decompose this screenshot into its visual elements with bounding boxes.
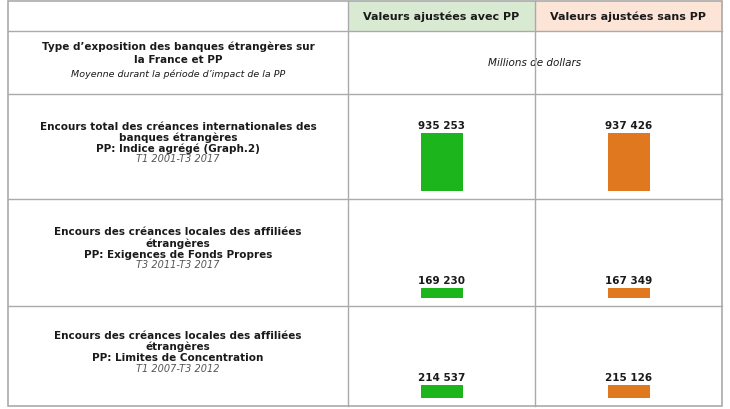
Bar — [607, 134, 650, 191]
Text: T1 2007-T3 2012: T1 2007-T3 2012 — [137, 363, 220, 373]
Bar — [420, 385, 463, 398]
Text: Valeurs ajustées avec PP: Valeurs ajustées avec PP — [364, 12, 520, 22]
Text: T3 2011-T3 2017: T3 2011-T3 2017 — [137, 260, 220, 270]
Bar — [607, 288, 650, 298]
Text: 935 253: 935 253 — [418, 121, 465, 131]
Text: étrangères: étrangères — [145, 341, 210, 351]
Text: Type d’exposition des banques étrangères sur
la France et PP: Type d’exposition des banques étrangères… — [42, 42, 315, 65]
Bar — [607, 385, 650, 398]
Text: PP: Indice agrégé (Graph.2): PP: Indice agrégé (Graph.2) — [96, 143, 260, 153]
Bar — [420, 134, 463, 191]
Text: Encours des créances locales des affiliées: Encours des créances locales des affilié… — [54, 330, 301, 340]
Text: T1 2001-T3 2017: T1 2001-T3 2017 — [137, 154, 220, 164]
Text: 937 426: 937 426 — [605, 121, 652, 131]
Text: 167 349: 167 349 — [605, 275, 652, 285]
Text: 215 126: 215 126 — [605, 372, 652, 382]
Bar — [348, 2, 535, 32]
Text: étrangères: étrangères — [145, 238, 210, 248]
Text: 169 230: 169 230 — [418, 275, 465, 285]
Text: PP: Exigences de Fonds Propres: PP: Exigences de Fonds Propres — [84, 249, 272, 259]
Bar — [535, 2, 722, 32]
Text: banques étrangères: banques étrangères — [119, 132, 237, 142]
Text: Valeurs ajustées sans PP: Valeurs ajustées sans PP — [550, 12, 707, 22]
Bar — [420, 288, 463, 298]
Text: PP: Limites de Concentration: PP: Limites de Concentration — [92, 352, 264, 362]
Text: Moyenne durant la période d’impact de la PP: Moyenne durant la période d’impact de la… — [71, 70, 285, 79]
Text: Millions de dollars: Millions de dollars — [488, 58, 582, 68]
Text: Encours des créances locales des affiliées: Encours des créances locales des affilié… — [54, 227, 301, 237]
Text: Encours total des créances internationales des: Encours total des créances international… — [39, 121, 316, 131]
Text: 214 537: 214 537 — [418, 372, 465, 382]
